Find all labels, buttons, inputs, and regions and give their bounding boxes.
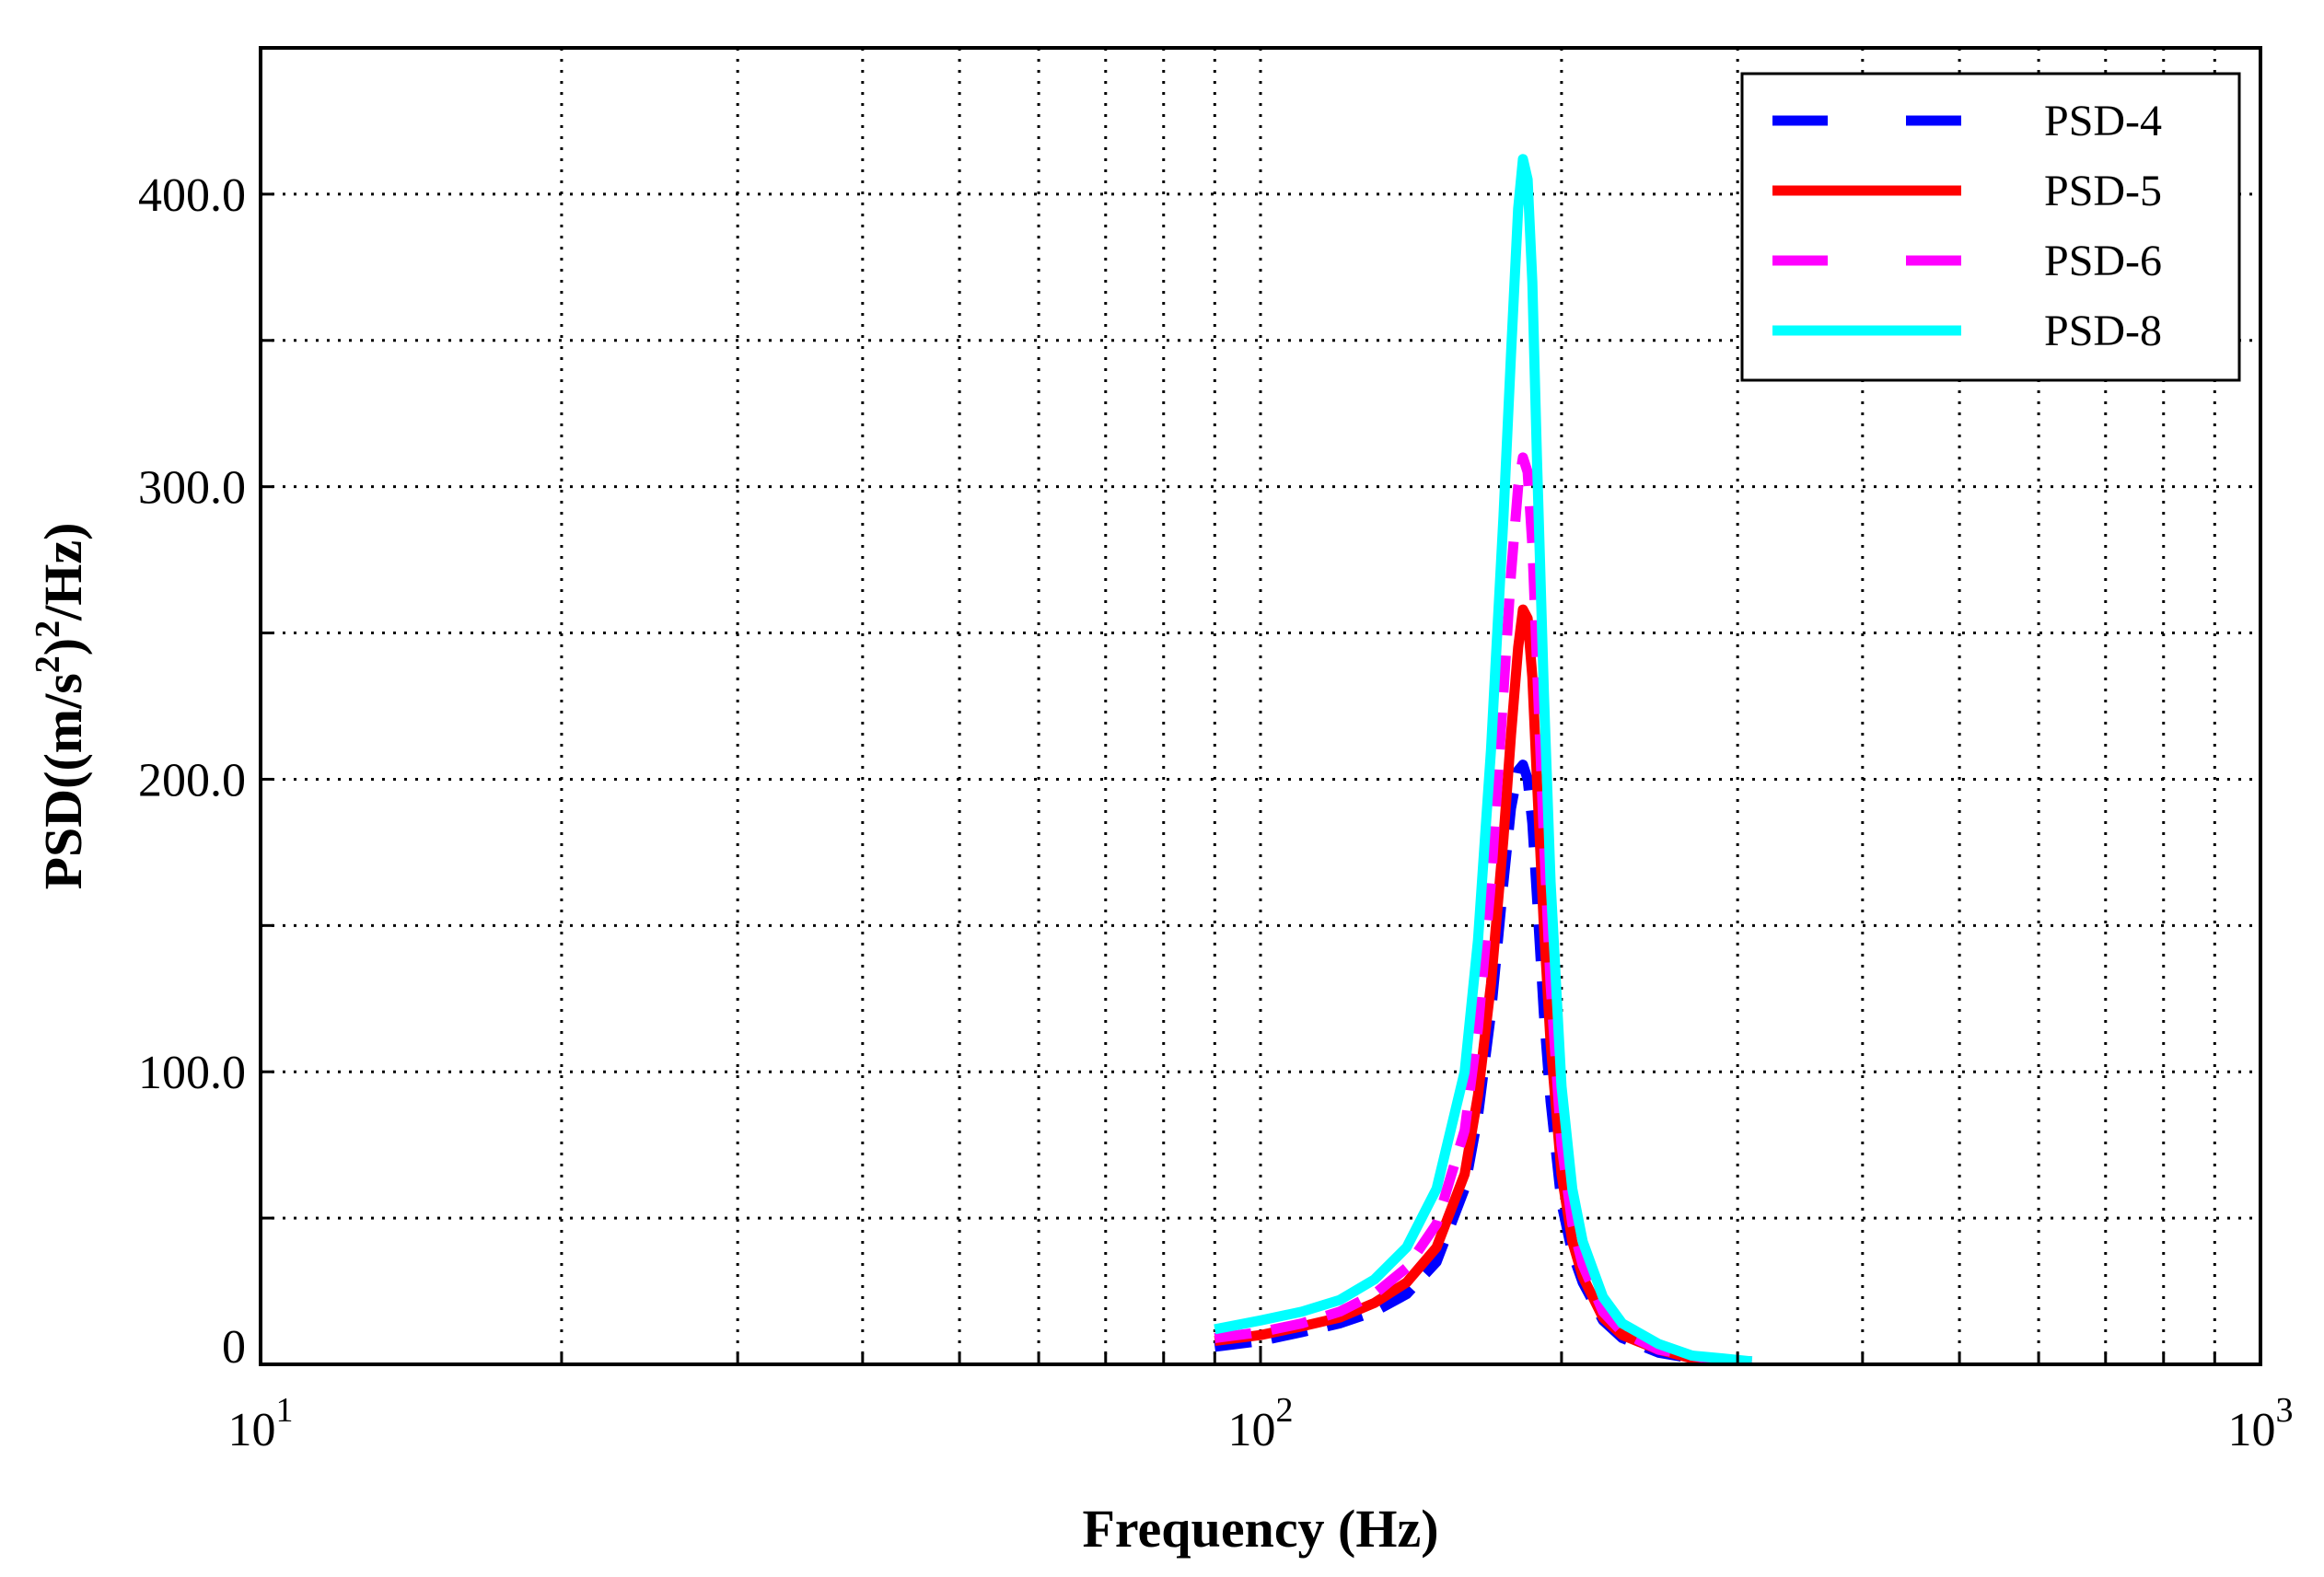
legend: PSD-4 PSD-5 PSD-6 PSD-8 — [1740, 72, 2241, 382]
x-tick-label: 102 — [1228, 1391, 1294, 1456]
series-line-psd-6 — [1214, 452, 1752, 1364]
x-tick-label: 103 — [2228, 1391, 2294, 1456]
series-line-psd-8 — [1214, 154, 1753, 1364]
legend-label: PSD-6 — [2044, 237, 2162, 285]
legend-label: PSD-8 — [2044, 307, 2162, 355]
legend-label: PSD-5 — [2044, 167, 2162, 215]
x-tick-label: 101 — [228, 1391, 294, 1456]
y-tick-label: 0 — [222, 1321, 246, 1374]
legend-label: PSD-4 — [2044, 97, 2162, 145]
y-tick-label: 100.0 — [138, 1047, 246, 1099]
x-axis-title: Frequency (Hz) — [1082, 1499, 1438, 1559]
y-tick-label: 400.0 — [138, 169, 246, 222]
series-group — [1214, 154, 1753, 1364]
axis-ticks: 0 100.0 200.0 300.0 400.0 101 102 103 — [138, 169, 2294, 1456]
grid — [261, 48, 2260, 1364]
y-tick-label: 200.0 — [138, 754, 246, 806]
y-tick-label: 300.0 — [138, 462, 246, 515]
y-axis-title: PSD((m/s2)2/Hz) — [29, 523, 93, 890]
